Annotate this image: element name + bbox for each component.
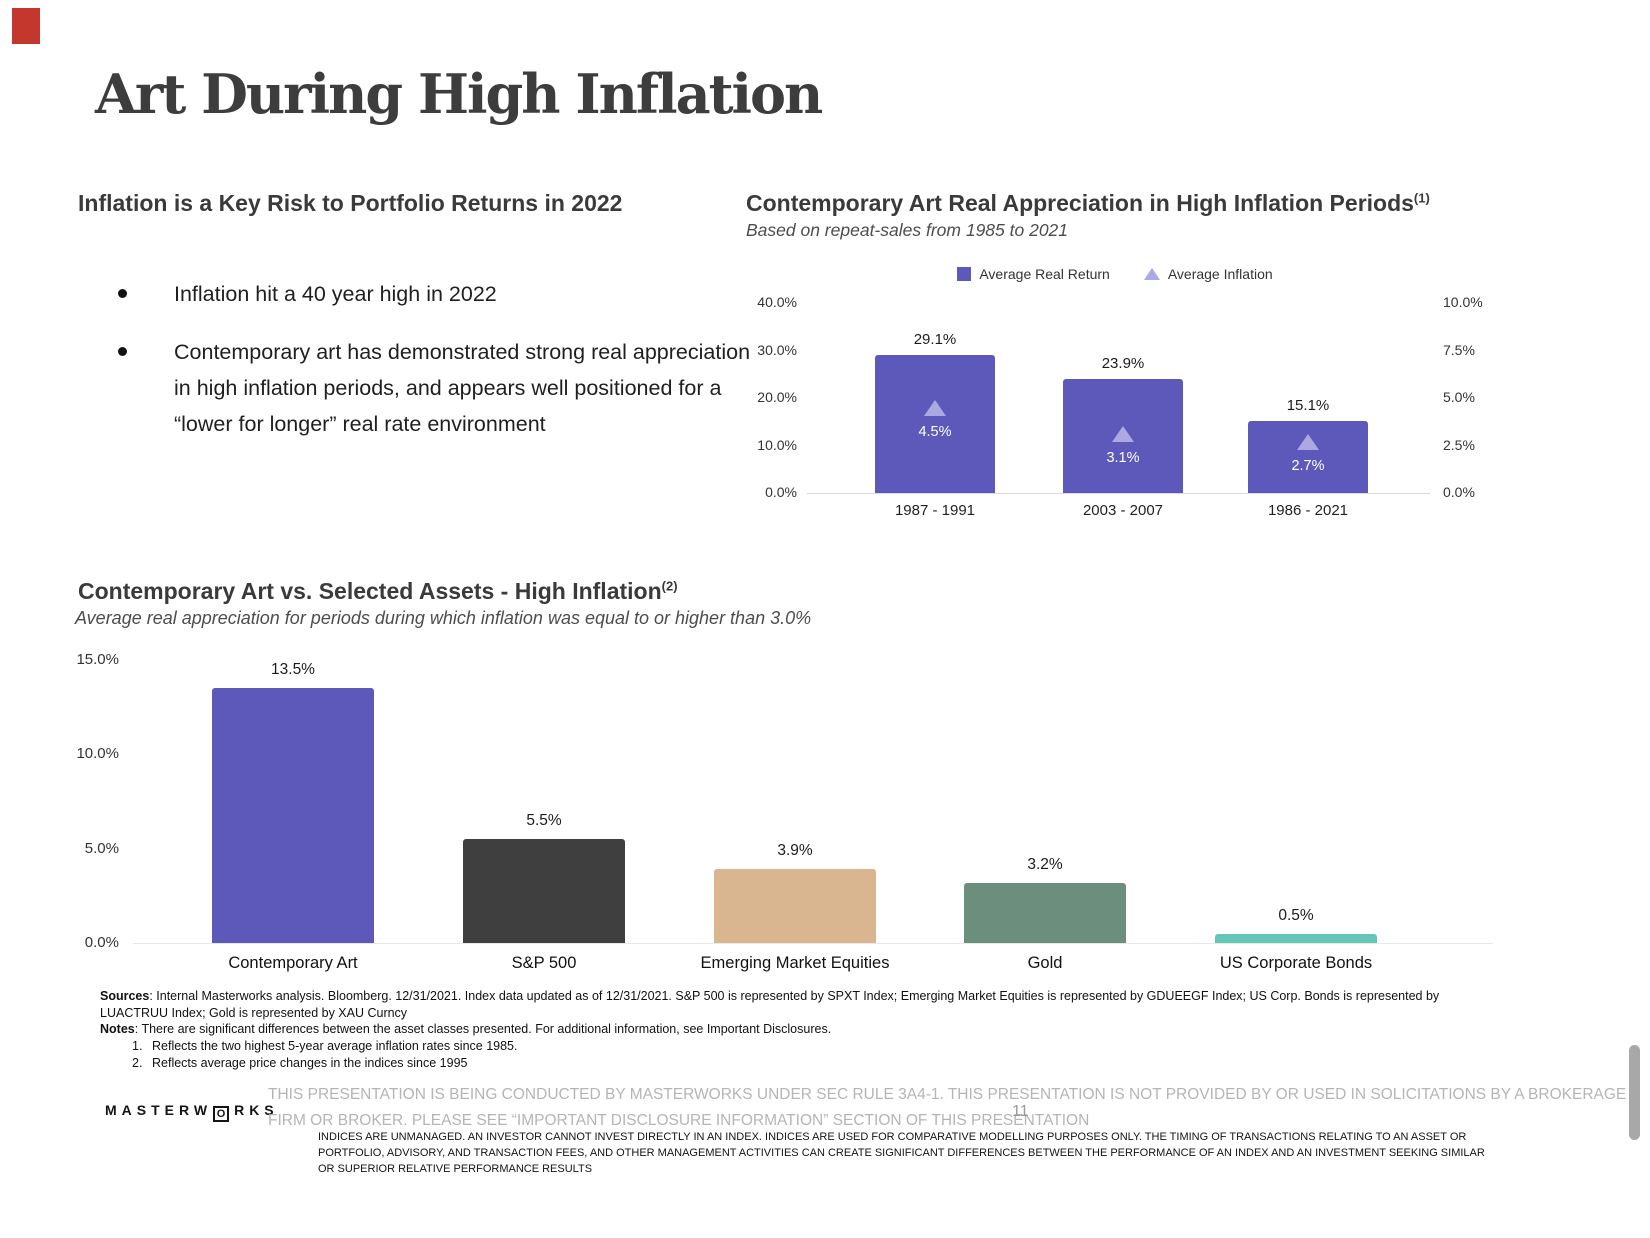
sec-disclaimer: THIS PRESENTATION IS BEING CONDUCTED BY …: [268, 1086, 1627, 1129]
legend-item-real-return: Average Real Return: [957, 266, 1110, 282]
logo-o-icon: O: [213, 1106, 230, 1122]
bullet-text: Inflation hit a 40 year high in 2022: [174, 282, 497, 306]
x-axis-label: S&P 500: [511, 954, 577, 972]
right-axis-tick: 7.5%: [1443, 341, 1475, 358]
right-axis-tick: 0.0%: [1443, 484, 1475, 500]
bar-value-label: 15.1%: [1286, 397, 1330, 415]
inflation-triangle-icon: [924, 399, 946, 416]
bullet-list: Inflation hit a 40 year high in 2022 Con…: [118, 276, 768, 464]
right-axis-tick: 10.0%: [1443, 294, 1483, 310]
chart1-title: Contemporary Art Real Appreciation in Hi…: [746, 190, 1430, 216]
footnote-1: 1. Reflects the two highest 5-year avera…: [132, 1039, 518, 1053]
bar-USCorporateBonds: [1215, 933, 1377, 943]
chart-legend: Average Real Return Average Inflation: [745, 266, 1485, 282]
left-axis-tick: 40.0%: [757, 294, 797, 310]
chart1-subtitle: Based on repeat-sales from 1985 to 2021: [746, 220, 1069, 240]
chart2-subtitle: Average real appreciation for periods du…: [75, 608, 812, 628]
bar-SP500: [463, 839, 625, 943]
inflation-triangle-icon: [1297, 433, 1319, 450]
left-axis-tick: 20.0%: [757, 389, 797, 405]
left-axis-tick: 30.0%: [757, 341, 797, 358]
right-axis-tick: 2.5%: [1443, 436, 1475, 453]
bar-value-label: 3.2%: [1027, 855, 1063, 873]
recording-indicator: [12, 8, 40, 44]
x-axis-label: 1986 - 2021: [1267, 502, 1349, 519]
masterworks-logo: MASTERW O RKS: [105, 1102, 279, 1122]
bar-value-label: 5.5%: [526, 812, 562, 830]
legend-triangle-icon: [1143, 268, 1160, 280]
left-axis-tick: 10.0%: [757, 436, 797, 453]
x-axis-label: Contemporary Art: [228, 954, 358, 972]
x-axis-label: 2003 - 2007: [1082, 502, 1164, 519]
page-number: 11: [1012, 1103, 1029, 1120]
y-axis-tick: 15.0%: [76, 651, 119, 668]
page-title: Art During High Inflation: [95, 62, 823, 126]
y-axis-tick: 10.0%: [76, 745, 119, 763]
asset-comparison-bar-chart: 15.0% 10.0% 5.0% 0.0% 13.5% Contemporary Art 5…: [75, 640, 1525, 985]
x-axis-line: [807, 493, 1430, 494]
legend-label: Average Real Return: [979, 266, 1110, 282]
footnote-ref: (1): [1413, 190, 1430, 206]
notes-line: Notes: There are significant differences…: [100, 1022, 832, 1036]
x-axis-line: [133, 943, 1493, 944]
x-axis-label: Gold: [1027, 954, 1063, 972]
footer-notes: Sources: Internal Masterworks analysis. …: [100, 988, 1470, 1072]
legend-item-inflation: Average Inflation: [1143, 266, 1273, 282]
sources-line: Sources: Internal Masterworks analysis. …: [100, 989, 1440, 1020]
y-axis-tick: 5.0%: [84, 839, 119, 857]
footnote-2: 2. Reflects average price changes in the…: [132, 1056, 468, 1070]
chart2-title: Contemporary Art vs. Selected Assets - H…: [78, 578, 678, 604]
bar-EmergingMarketEquities: [714, 869, 876, 943]
bullet-text: Contemporary art has demonstrated strong…: [174, 340, 751, 436]
bar-Gold: [964, 882, 1126, 943]
indices-disclaimer: INDICES ARE UNMANAGED. AN INVESTOR CANNO…: [318, 1131, 1485, 1175]
bullet-icon: [118, 289, 127, 298]
dual-axis-bar-chart: Average Real Return Average Inflation 40.0…: [745, 262, 1485, 527]
legend-label: Average Inflation: [1167, 266, 1273, 282]
bar-ContemporaryArt: [212, 688, 374, 943]
legend-bar-swatch-icon: [957, 267, 972, 281]
bar-1987-1991: [875, 354, 995, 493]
x-axis-label: Emerging Market Equities: [700, 954, 890, 972]
bullet-icon: [118, 347, 127, 356]
bar-1986-2021: [1248, 421, 1368, 493]
x-axis-label: 1987 - 1991: [894, 502, 976, 519]
left-section-heading: Inflation is a Key Risk to Portfolio Ret…: [78, 190, 623, 216]
scrollbar-thumb[interactable]: [1629, 1045, 1640, 1140]
right-axis-tick: 5.0%: [1443, 389, 1475, 405]
inflation-value-label: 2.7%: [1291, 457, 1325, 474]
bar-value-label: 0.5%: [1278, 906, 1314, 924]
y-axis-tick: 0.0%: [84, 934, 119, 951]
list-item: Contemporary art has demonstrated strong…: [118, 334, 768, 442]
list-item: Inflation hit a 40 year high in 2022: [118, 276, 768, 312]
bar-value-label: 23.9%: [1101, 355, 1145, 373]
left-axis-tick: 0.0%: [765, 484, 797, 500]
bar-value-label: 13.5%: [271, 661, 315, 679]
footnote-ref: (2): [661, 578, 678, 594]
bar-value-label: 29.1%: [913, 330, 957, 348]
bar-value-label: 3.9%: [777, 842, 813, 860]
inflation-value-label: 3.1%: [1106, 450, 1140, 467]
x-axis-label: US Corporate Bonds: [1219, 954, 1373, 972]
inflation-triangle-icon: [1112, 426, 1134, 443]
inflation-value-label: 4.5%: [918, 423, 952, 440]
